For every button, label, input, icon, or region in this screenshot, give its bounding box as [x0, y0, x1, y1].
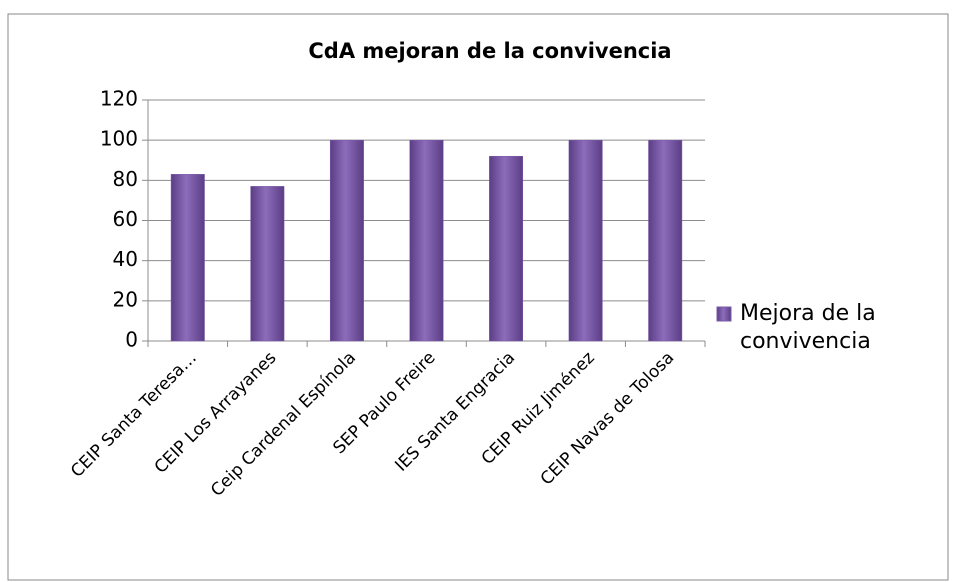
y-tick-label: 80: [113, 167, 138, 191]
chart-border: [7, 13, 949, 581]
chart-title: CdA mejoran de la convivencia: [308, 39, 671, 63]
bar: [648, 139, 683, 342]
bar: [170, 174, 205, 342]
y-tick-label: 100: [100, 127, 138, 151]
bar: [409, 139, 444, 342]
bar: [489, 155, 524, 342]
legend-swatch: [716, 306, 732, 322]
bar: [568, 139, 603, 342]
y-tick-label: 40: [113, 247, 138, 271]
bar: [329, 139, 364, 342]
y-tick-label: 20: [113, 287, 138, 311]
y-tick-label: 60: [113, 207, 138, 231]
y-tick-label: 120: [100, 87, 138, 111]
legend-label: Mejora de la convivencia: [740, 301, 876, 354]
bar: [250, 186, 285, 342]
y-tick-label: 0: [125, 328, 138, 352]
